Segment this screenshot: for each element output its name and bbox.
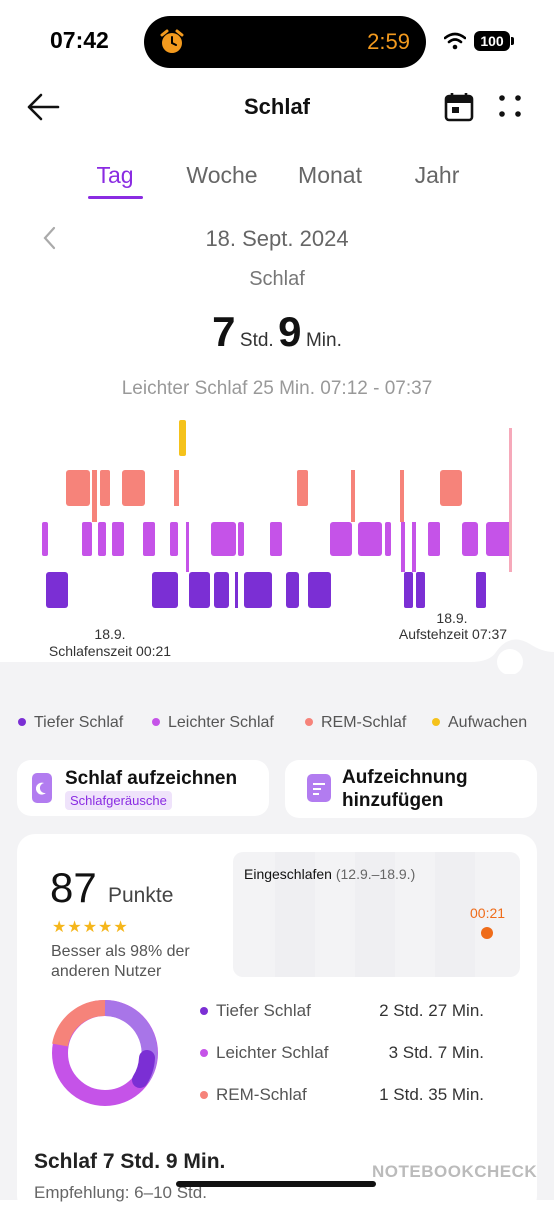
sleep-stage-donut — [52, 999, 158, 1106]
deep-sleep-blocks — [46, 572, 486, 608]
legend-rem: REM-Schlaf — [305, 714, 406, 732]
wake-time-label: Aufstehzeit 07:37 — [398, 626, 508, 642]
stage-value-deep: 2 Std. 27 Min. — [379, 1001, 484, 1020]
battery-indicator: 100 — [474, 31, 510, 51]
sleep-stage-chart[interactable] — [0, 410, 554, 612]
selected-date: 18. Sept. 2024 — [205, 226, 349, 251]
mini-chart-point — [481, 927, 493, 939]
stage-row-rem: REM-Schlaf — [200, 1085, 307, 1105]
end-date: 18.9. — [436, 610, 468, 626]
add-record-icon — [307, 774, 331, 802]
duration-minutes-unit: Min. — [305, 330, 342, 351]
tab-week[interactable]: Woche — [186, 162, 258, 188]
duration-minutes: 9 — [278, 308, 302, 355]
tab-day[interactable]: Tag — [96, 162, 134, 188]
legend-light: Leichter Schlaf — [152, 714, 274, 732]
awake-blocks — [179, 420, 186, 456]
summary-label: Schlaf — [249, 268, 305, 290]
stage-row-light: Leichter Schlaf — [200, 1043, 328, 1063]
page-title: Schlaf — [243, 94, 311, 119]
battery-tip — [511, 37, 514, 45]
legend-deep: Tiefer Schlaf — [18, 714, 123, 732]
stage-row-deep: Tiefer Schlaf — [200, 1001, 311, 1021]
mini-chart-value: 00:21 — [470, 905, 506, 921]
end-marker — [509, 428, 512, 572]
status-time: 07:42 — [50, 27, 109, 53]
sleep-recommendation: Empfehlung: 6–10 Std. — [34, 1183, 207, 1202]
bedtime-label: Schlafenszeit 00:21 — [48, 643, 172, 659]
stage-value-rem: 1 Std. 35 Min. — [379, 1085, 484, 1104]
active-tab-indicator — [88, 196, 143, 199]
sleep-total-title: Schlaf 7 Std. 9 Min. — [34, 1150, 226, 1173]
previous-day-chevron-icon[interactable] — [42, 226, 58, 255]
home-indicator[interactable] — [176, 1181, 376, 1187]
record-sleep-button[interactable]: Schlaf aufzeichnen Schlafgeräusche — [17, 760, 269, 816]
comparison-text: Besser als 98% der anderen Nutzer — [51, 943, 190, 980]
tab-year[interactable]: Jahr — [414, 162, 460, 188]
add-record-button[interactable]: Aufzeichnung hinzufügen — [285, 760, 537, 818]
score-unit: Punkte — [108, 884, 174, 907]
mini-chart-title: Eingeschlafen (12.9.–18.9.) — [244, 866, 416, 882]
wifi-icon — [443, 32, 467, 55]
back-arrow-icon[interactable] — [26, 92, 60, 127]
sleep-duration: 7 Std. 9 Min. — [0, 308, 554, 356]
rem-sleep-blocks — [66, 470, 462, 522]
sleep-onset-mini-chart[interactable] — [233, 852, 520, 977]
more-options-icon[interactable] — [498, 94, 524, 125]
island-timer: 2:59 — [367, 29, 410, 54]
duration-hours: 7 — [212, 308, 236, 355]
record-sleep-label: Schlaf aufzeichnen — [65, 768, 238, 789]
watermark: NOTEBOOKCHECK — [372, 1162, 538, 1181]
legend-awake: Aufwachen — [432, 714, 527, 732]
sleep-record-icon — [32, 773, 52, 803]
duration-hours-unit: Std. — [239, 330, 274, 351]
alarm-clock-icon — [158, 28, 186, 61]
add-record-label: Aufzeichnung hinzufügen — [342, 767, 468, 811]
selected-segment-detail: Leichter Schlaf 25 Min. 07:12 - 07:37 — [121, 378, 433, 399]
dynamic-island[interactable]: 2:59 — [144, 16, 426, 68]
scroll-handle[interactable] — [470, 630, 554, 674]
start-date: 18.9. — [94, 626, 126, 642]
star-rating: ★★★★★ — [52, 919, 129, 936]
tab-month[interactable]: Monat — [298, 162, 362, 188]
calendar-icon[interactable] — [444, 92, 474, 127]
sleep-score: 87 — [50, 864, 97, 911]
sleep-sounds-tag[interactable]: Schlafgeräusche — [65, 791, 172, 810]
light-sleep-blocks — [42, 522, 512, 572]
stage-value-light: 3 Std. 7 Min. — [388, 1043, 484, 1062]
